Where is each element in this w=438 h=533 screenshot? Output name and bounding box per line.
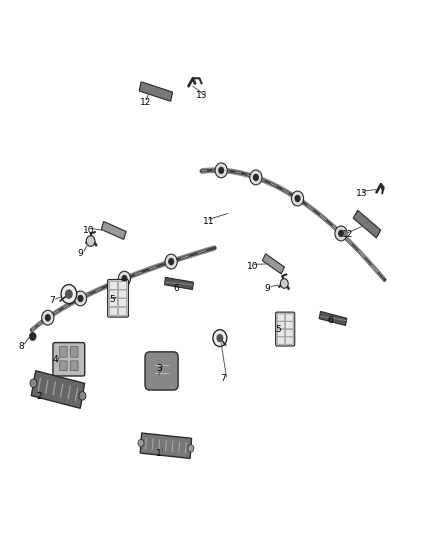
Circle shape: [335, 226, 347, 241]
FancyBboxPatch shape: [60, 361, 67, 370]
FancyBboxPatch shape: [119, 307, 127, 315]
Text: 9: 9: [265, 284, 270, 293]
Text: 10: 10: [247, 262, 259, 271]
Polygon shape: [319, 311, 347, 326]
FancyBboxPatch shape: [60, 346, 67, 357]
FancyBboxPatch shape: [110, 281, 117, 289]
Circle shape: [30, 379, 37, 387]
Circle shape: [213, 329, 227, 346]
FancyBboxPatch shape: [119, 298, 127, 306]
FancyBboxPatch shape: [119, 281, 127, 289]
Circle shape: [118, 271, 131, 286]
FancyBboxPatch shape: [277, 329, 285, 336]
Circle shape: [216, 334, 223, 342]
Circle shape: [291, 191, 304, 206]
FancyBboxPatch shape: [286, 321, 293, 329]
Text: 8: 8: [18, 342, 24, 351]
Text: 9: 9: [78, 249, 83, 258]
Polygon shape: [32, 371, 85, 408]
FancyBboxPatch shape: [277, 321, 285, 329]
FancyBboxPatch shape: [110, 307, 117, 315]
Circle shape: [165, 254, 177, 269]
Circle shape: [338, 230, 344, 237]
Circle shape: [121, 275, 127, 282]
FancyBboxPatch shape: [277, 314, 285, 321]
Text: 6: 6: [173, 284, 179, 293]
Text: 6: 6: [327, 316, 333, 325]
Circle shape: [218, 167, 224, 174]
Circle shape: [250, 170, 262, 185]
Circle shape: [294, 195, 300, 202]
Circle shape: [86, 236, 95, 246]
FancyBboxPatch shape: [71, 346, 78, 357]
Text: 13: 13: [196, 91, 208, 100]
Text: 11: 11: [202, 217, 214, 226]
FancyBboxPatch shape: [53, 343, 85, 376]
Circle shape: [30, 333, 36, 340]
Text: 7: 7: [220, 374, 226, 383]
Circle shape: [188, 445, 194, 452]
Circle shape: [74, 291, 87, 306]
Polygon shape: [101, 222, 126, 239]
Polygon shape: [353, 211, 381, 238]
FancyBboxPatch shape: [276, 312, 295, 346]
Circle shape: [138, 439, 144, 447]
Circle shape: [65, 289, 73, 299]
FancyBboxPatch shape: [286, 337, 293, 344]
Polygon shape: [262, 254, 284, 274]
FancyBboxPatch shape: [145, 352, 178, 390]
FancyBboxPatch shape: [110, 290, 117, 298]
FancyBboxPatch shape: [286, 314, 293, 321]
Text: 5: 5: [276, 325, 281, 334]
Text: 1: 1: [156, 449, 162, 458]
Polygon shape: [165, 277, 194, 289]
Text: 12: 12: [140, 98, 151, 107]
Circle shape: [280, 279, 288, 288]
Text: 10: 10: [83, 226, 95, 235]
Circle shape: [78, 295, 84, 302]
FancyBboxPatch shape: [108, 279, 128, 317]
FancyBboxPatch shape: [71, 361, 78, 370]
Text: 5: 5: [110, 295, 115, 304]
Circle shape: [45, 314, 51, 321]
Circle shape: [168, 258, 174, 265]
Circle shape: [79, 392, 86, 400]
FancyBboxPatch shape: [119, 290, 127, 298]
Circle shape: [253, 174, 259, 181]
Circle shape: [61, 285, 77, 304]
Polygon shape: [139, 82, 173, 101]
Text: 12: 12: [342, 230, 353, 239]
Text: 2: 2: [36, 392, 42, 401]
FancyBboxPatch shape: [286, 329, 293, 336]
FancyBboxPatch shape: [110, 298, 117, 306]
Text: 7: 7: [49, 296, 55, 305]
FancyBboxPatch shape: [277, 337, 285, 344]
Polygon shape: [140, 433, 191, 458]
Text: 3: 3: [156, 364, 162, 373]
Text: 4: 4: [53, 355, 58, 364]
Circle shape: [215, 163, 227, 178]
Circle shape: [42, 310, 54, 325]
Text: 13: 13: [356, 189, 367, 198]
